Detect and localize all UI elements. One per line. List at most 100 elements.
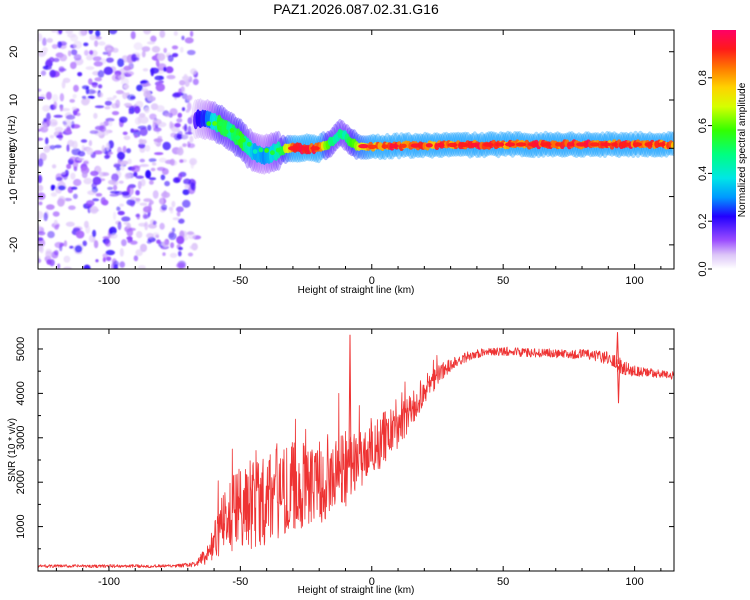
noise-blob <box>169 158 175 166</box>
noise-blob <box>177 173 183 181</box>
noise-blob <box>95 193 103 197</box>
ridge-knot <box>252 149 258 154</box>
noise-blob <box>69 99 75 103</box>
noise-blob <box>184 123 188 132</box>
noise-blob <box>49 134 55 139</box>
noise-blob <box>189 30 194 37</box>
ridge-knot <box>212 121 218 126</box>
y-tick-label: -20 <box>8 237 20 253</box>
noise-blob <box>134 134 138 138</box>
snr-spike <box>615 332 619 365</box>
noise-blob <box>139 164 150 167</box>
x-tick-label: -50 <box>232 576 248 588</box>
noise-blob <box>57 263 61 269</box>
noise-blob <box>50 184 55 191</box>
noise-blob <box>169 108 178 116</box>
noise-blob <box>187 117 193 125</box>
noise-blob <box>93 112 98 119</box>
noise-blob <box>53 101 58 110</box>
colorbar-label: Normalized spectral amplitude <box>737 82 748 217</box>
noise-blob <box>117 58 125 67</box>
noise-blob <box>95 30 101 38</box>
noise-blob <box>45 204 55 210</box>
ridge-peak <box>410 143 421 148</box>
spectrogram-y-axis-label: Frequency (Hz) <box>7 116 18 185</box>
noise-blob <box>103 66 114 76</box>
y-tick-label: 5000 <box>15 337 27 361</box>
noise-blob <box>171 200 176 208</box>
ridge-peak <box>590 142 600 147</box>
noise-blob <box>54 144 62 149</box>
noise-blob <box>156 239 161 244</box>
noise-blob <box>52 94 59 103</box>
noise-blob <box>152 220 157 225</box>
noise-blob <box>78 30 86 37</box>
noise-blob <box>56 176 63 181</box>
noise-blob <box>128 186 134 196</box>
noise-blob <box>57 198 65 207</box>
noise-blob <box>88 78 93 85</box>
noise-blob <box>94 77 102 82</box>
noise-blob <box>160 204 168 211</box>
noise-blob <box>93 150 103 155</box>
ridge-knot <box>275 147 281 153</box>
ridge-peak <box>504 142 516 147</box>
noise-blob <box>65 114 76 120</box>
noise-blob <box>63 255 71 263</box>
noise-blob <box>119 116 128 123</box>
noise-blob <box>179 79 186 86</box>
noise-blob <box>122 145 127 154</box>
noise-blob <box>94 105 105 109</box>
noise-blob <box>92 56 102 62</box>
noise-blob <box>98 41 106 46</box>
noise-blob <box>171 227 176 233</box>
noise-blob <box>170 132 177 138</box>
noise-blob <box>108 30 118 35</box>
noise-blob <box>178 218 185 224</box>
noise-blob <box>38 224 41 231</box>
noise-blob <box>119 203 124 207</box>
noise-blob <box>45 250 53 258</box>
noise-blob <box>176 118 183 123</box>
ridge-peak <box>600 142 611 147</box>
noise-blob <box>118 180 124 184</box>
noise-blob <box>148 158 157 163</box>
noise-blob <box>73 193 78 199</box>
noise-blob <box>95 259 99 263</box>
noise-blob <box>75 112 81 117</box>
noise-blob <box>72 140 78 149</box>
noise-blob <box>138 138 144 145</box>
noise-blob <box>126 148 131 154</box>
noise-blob <box>117 210 125 216</box>
noise-blob <box>59 244 63 252</box>
noise-blob <box>58 30 63 35</box>
y-tick-label: -10 <box>8 189 20 205</box>
noise-blob <box>173 31 178 36</box>
noise-blob <box>183 73 188 82</box>
noise-blob <box>112 260 119 267</box>
noise-blob <box>187 94 193 101</box>
noise-blob <box>112 47 119 53</box>
noise-blob <box>121 239 127 247</box>
noise-blob <box>163 190 168 198</box>
noise-blob <box>83 160 89 165</box>
noise-blob <box>156 166 166 171</box>
noise-blob <box>185 109 190 113</box>
noise-blob <box>57 41 62 49</box>
noise-blob <box>154 152 164 156</box>
noise-blob <box>81 171 88 179</box>
noise-blob <box>53 219 58 225</box>
snr-y-axis-label: SNR (10 * v/v) <box>7 418 18 482</box>
snr-panel: -100 -50 0 50 100 1000 2000 3000 4000 5000 Heigh… <box>7 328 675 596</box>
y-tick-label: 2000 <box>15 470 27 494</box>
noise-blob <box>142 82 151 87</box>
noise-blob <box>38 174 43 184</box>
noise-blob <box>122 131 128 136</box>
noise-blob <box>181 85 186 95</box>
noise-blob <box>160 174 166 181</box>
noise-blob <box>107 186 114 191</box>
noise-blob <box>80 139 88 143</box>
noise-blob <box>123 135 131 141</box>
noise-blob <box>73 178 82 187</box>
noise-blob <box>66 163 72 170</box>
